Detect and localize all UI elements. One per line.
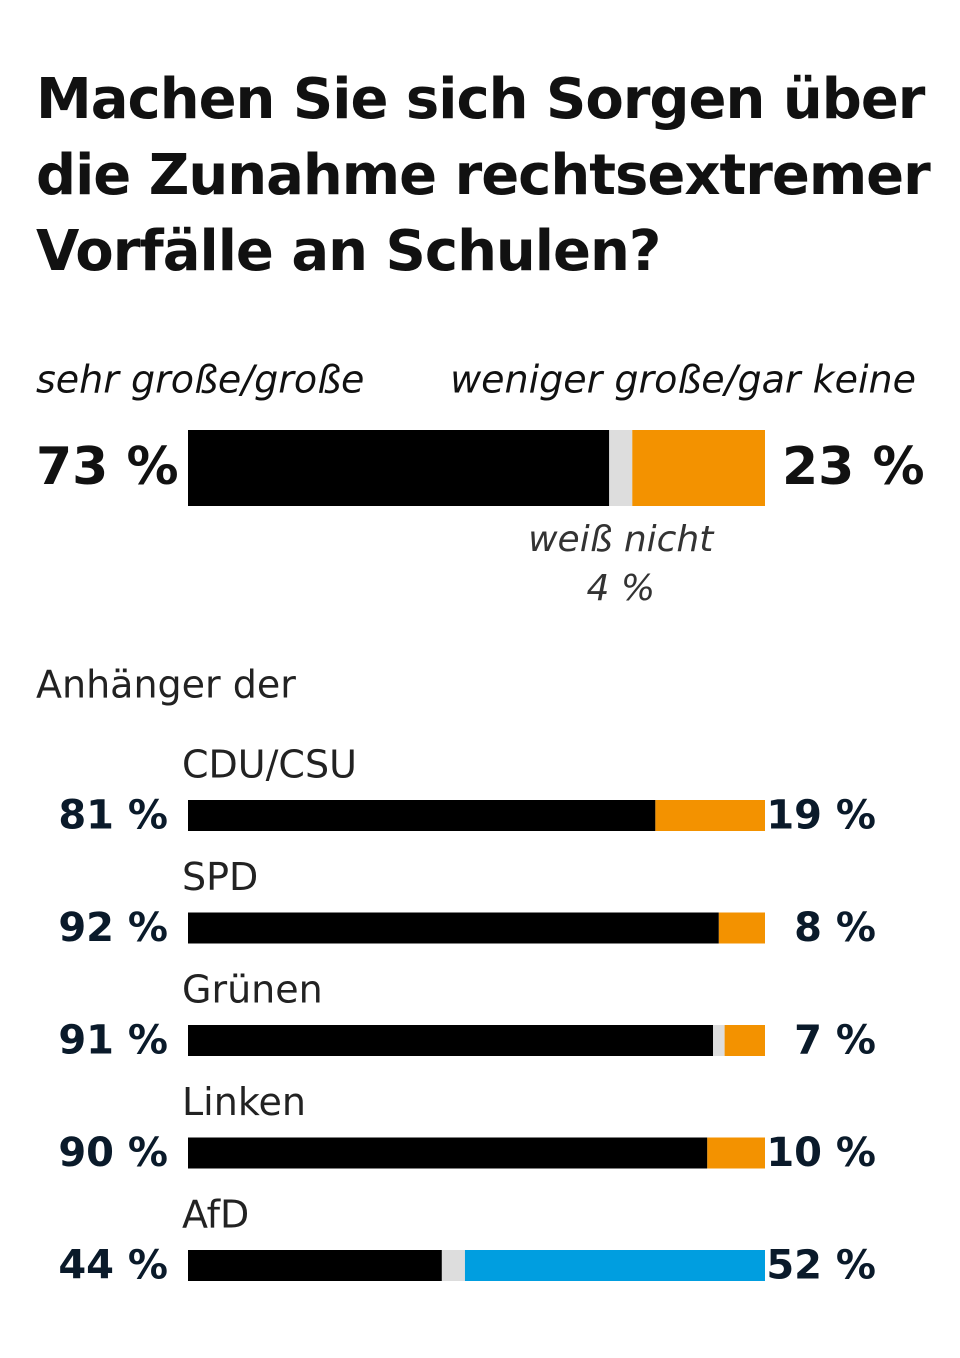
bar-segment [188, 430, 610, 506]
value-label: 7 % [794, 1018, 876, 1064]
category-label: AfD [182, 1193, 249, 1237]
bar-segment [188, 1250, 442, 1281]
category-label: Linken [182, 1080, 306, 1124]
bar-segment [632, 430, 765, 506]
bar-segment [609, 430, 633, 506]
legend-label: weniger große/gar keine [450, 358, 916, 402]
chart-title: Machen Sie sich Sorgen über die Zunahme … [36, 67, 931, 284]
bar-segment [655, 800, 765, 831]
bar-segment [707, 1137, 765, 1169]
category-label: Grünen [182, 968, 323, 1012]
bar-segment [724, 1025, 765, 1056]
legend-label: sehr große/große [36, 358, 364, 402]
value-label: 81 % [58, 793, 168, 839]
bar-segment [188, 912, 719, 944]
value-label: 23 % [782, 437, 925, 497]
value-label: 92 % [58, 905, 168, 951]
value-label: 8 % [794, 905, 876, 951]
value-label: 73 % [36, 437, 179, 497]
bar-segment [188, 1137, 708, 1169]
legend-label: weiß nicht [528, 519, 715, 560]
bar-segment [441, 1250, 465, 1281]
value-label: 91 % [58, 1018, 168, 1064]
value-label: 44 % [58, 1243, 168, 1289]
bar-segment [188, 1025, 714, 1056]
value-label: 4 % [586, 568, 655, 609]
bar-segment [718, 912, 765, 944]
category-label: CDU/CSU [182, 743, 357, 787]
category-label: SPD [182, 855, 258, 899]
bar-segment [464, 1250, 765, 1281]
group-label: Anhänger der [36, 663, 296, 707]
value-label: 10 % [766, 1130, 876, 1176]
value-label: 19 % [766, 793, 876, 839]
value-label: 52 % [766, 1243, 876, 1289]
value-label: 90 % [58, 1130, 168, 1176]
bar-segment [713, 1025, 725, 1056]
bar-segment [188, 800, 656, 831]
